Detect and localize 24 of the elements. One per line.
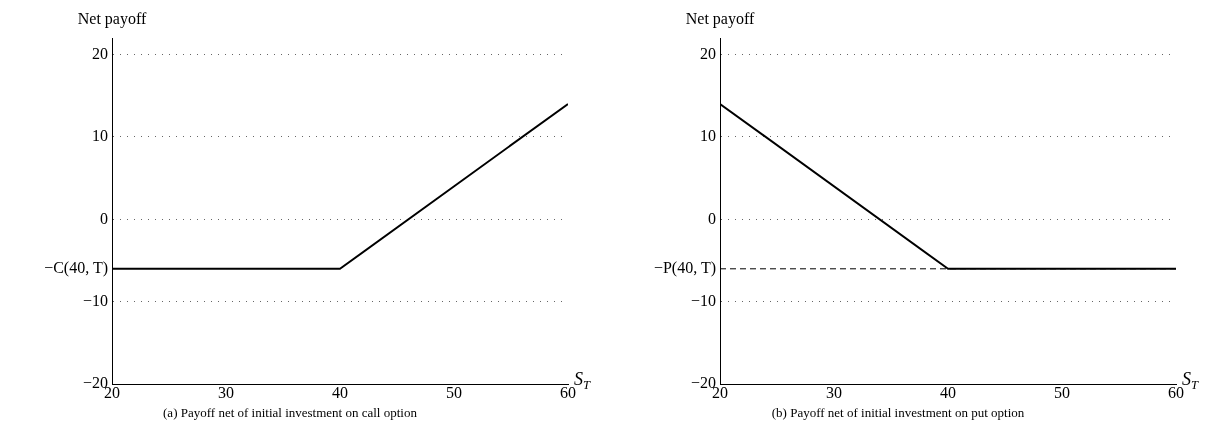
y-axis-title: Net payoff [77, 10, 147, 29]
y-tick-label: −10 [690, 291, 716, 309]
text: (a) Payoff net of initial investment on call option [163, 404, 418, 420]
y-axis-title: Net payoff [685, 10, 755, 29]
x-tick-label: 30 [218, 384, 234, 401]
text: (b) Payoff net of initial investment on put option [771, 404, 1025, 420]
x-tick-label: 30 [826, 384, 842, 401]
y-tick-label: −C(40, T) [44, 259, 108, 277]
y-tick-label: 10 [92, 127, 108, 145]
x-tick-label: 60 [560, 384, 576, 401]
y-tick-label: 10 [700, 127, 716, 145]
x-tick-label: 50 [1054, 384, 1070, 401]
x-tick-label: 60 [1168, 384, 1184, 401]
y-tick-label: −20 [82, 374, 108, 392]
y-tick-label: 0 [100, 209, 108, 227]
x-tick-label: 50 [446, 384, 462, 401]
x-tick-label: 40 [940, 384, 956, 401]
y-tick-label: −10 [82, 291, 108, 309]
y-tick-label: 20 [92, 44, 108, 62]
x-tick-label: 40 [332, 384, 348, 401]
ref-line-label: −P(40, T) [653, 259, 716, 277]
y-tick-label: 0 [708, 209, 716, 227]
y-tick-label: 20 [700, 44, 716, 62]
y-tick-label: −20 [690, 374, 716, 392]
